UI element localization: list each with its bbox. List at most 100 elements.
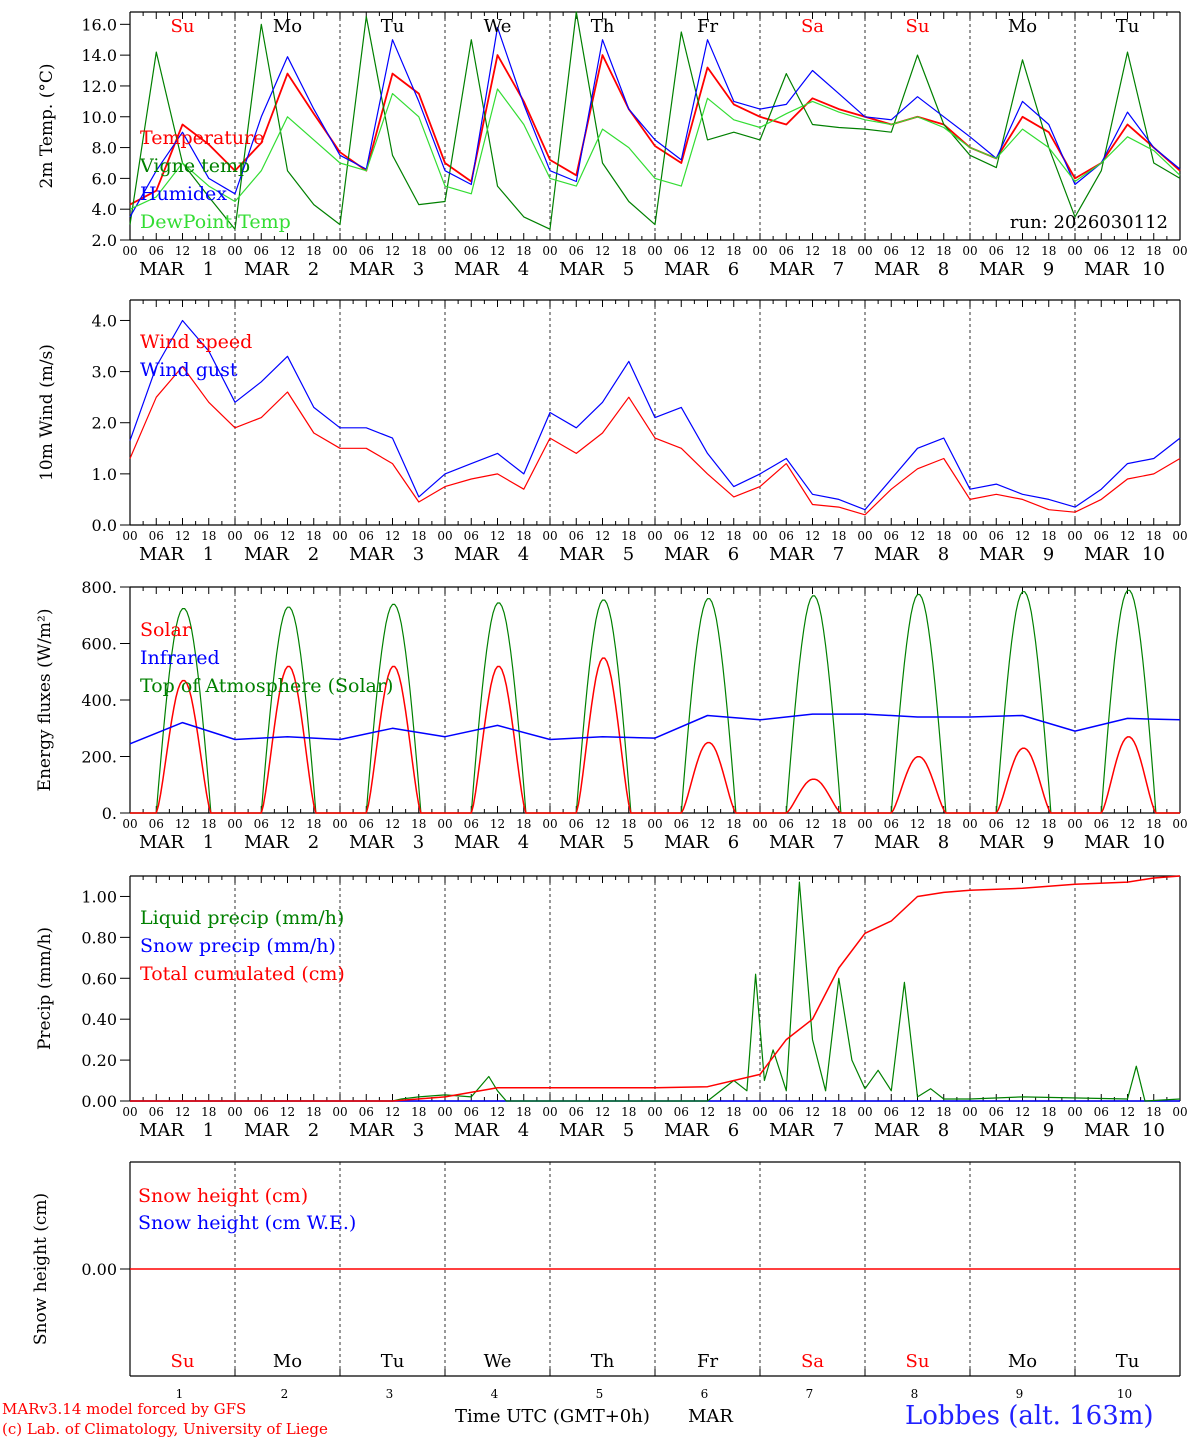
x-hour-tick-label: 18 xyxy=(1041,529,1056,543)
x-hour-tick-label: 00 xyxy=(647,1105,662,1119)
x-month-label: MAR xyxy=(664,544,709,565)
x-hour-tick-label: 18 xyxy=(201,244,216,258)
x-hour-tick-label: 06 xyxy=(779,1105,794,1119)
x-hour-tick-label: 18 xyxy=(936,1105,951,1119)
x-hour-tick-label: 12 xyxy=(175,817,190,831)
y-tick-label: 0. xyxy=(102,804,117,823)
x-hour-tick-label: 00 xyxy=(332,1105,347,1119)
y-axis-label: Energy fluxes (W/m²) xyxy=(35,609,55,792)
x-hour-tick-label: 06 xyxy=(149,817,164,831)
y-tick-label: 14.0 xyxy=(81,46,117,65)
x-month-label: MAR xyxy=(979,259,1024,280)
toa-solar-line xyxy=(970,591,1075,814)
legend-entry: Wind speed xyxy=(140,331,252,353)
x-hour-tick-label: 12 xyxy=(385,244,400,258)
y-tick-label: 8.0 xyxy=(92,139,117,158)
weekday-label: Su xyxy=(906,1351,930,1372)
x-hour-tick-label: 12 xyxy=(490,529,505,543)
x-hour-tick-label: 06 xyxy=(464,244,479,258)
legend-entry: Snow height (cm) xyxy=(138,1185,308,1207)
x-hour-tick-label: 00 xyxy=(437,244,452,258)
x-hour-tick-label: 06 xyxy=(779,529,794,543)
x-hour-tick-label: 18 xyxy=(516,244,531,258)
y-tick-label: 0.00 xyxy=(81,1092,117,1111)
x-hour-tick-label: 00 xyxy=(227,244,242,258)
x-day-label: 1 xyxy=(203,259,214,280)
x-hour-tick-label: 00 xyxy=(122,529,137,543)
x-hour-tick-label: 06 xyxy=(254,529,269,543)
x-hour-tick-label: 06 xyxy=(149,244,164,258)
x-hour-tick-label: 00 xyxy=(752,1105,767,1119)
x-day-label: 10 xyxy=(1142,832,1165,853)
x-hour-tick-label: 12 xyxy=(175,1105,190,1119)
x-day-label: 5 xyxy=(623,832,634,853)
x-hour-tick-label: 12 xyxy=(490,1105,505,1119)
x-hour-tick-label: 18 xyxy=(831,1105,846,1119)
x-hour-tick-label: 12 xyxy=(805,817,820,831)
x-month-label: MAR xyxy=(1084,259,1129,280)
x-month-label: MAR xyxy=(979,832,1024,853)
x-day-label: 7 xyxy=(833,544,844,565)
x-hour-tick-label: 18 xyxy=(1146,244,1161,258)
legend-entry: Vigne temp xyxy=(139,155,250,177)
x-hour-tick-label: 06 xyxy=(254,244,269,258)
x-hour-tick-label: 12 xyxy=(1120,529,1135,543)
x-day-label: 7 xyxy=(833,832,844,853)
x-day-label: 9 xyxy=(1043,544,1054,565)
x-hour-tick-label: 18 xyxy=(621,529,636,543)
weekday-label: Tu xyxy=(1116,16,1140,37)
x-hour-tick-label: 18 xyxy=(621,244,636,258)
x-hour-tick-label: 00 xyxy=(962,244,977,258)
station-name: Lobbes (alt. 163m) xyxy=(905,1401,1154,1431)
x-day-label: 5 xyxy=(623,544,634,565)
x-day-label: 3 xyxy=(413,1120,424,1141)
legend-entry: Infrared xyxy=(140,647,220,669)
x-hour-tick-label: 06 xyxy=(464,1105,479,1119)
x-hour-tick-label: 12 xyxy=(595,817,610,831)
infrared-line xyxy=(129,713,1181,745)
x-day-label: 9 xyxy=(1043,832,1054,853)
y-tick-label: 12.0 xyxy=(81,77,117,96)
x-hour-tick-label: 00 xyxy=(122,244,137,258)
x-month-label: MAR xyxy=(874,1120,919,1141)
weekday-label: Mo xyxy=(1008,16,1037,37)
x-hour-tick-label: 18 xyxy=(306,529,321,543)
legend-entry: Snow precip (mm/h) xyxy=(140,935,336,957)
y-tick-label: 16.0 xyxy=(81,15,117,34)
weekday-label: Fr xyxy=(697,1351,718,1372)
x-hour-tick-label: 06 xyxy=(569,817,584,831)
y-tick-label: 3.0 xyxy=(92,363,117,382)
toa-solar-line xyxy=(235,606,340,814)
x-day-label: 3 xyxy=(413,259,424,280)
x-hour-tick-label: 06 xyxy=(1094,1105,1109,1119)
x-hour-tick-label: 18 xyxy=(516,1105,531,1119)
x-month-label: MAR xyxy=(454,832,499,853)
x-hour-tick-label: 12 xyxy=(910,1105,925,1119)
x-hour-tick-label: 18 xyxy=(1146,1105,1161,1119)
x-hour-tick-label: 00 xyxy=(542,817,557,831)
x-hour-tick-label: 06 xyxy=(464,817,479,831)
cumulated-precip-line xyxy=(130,875,1181,1102)
x-hour-tick-label: 00 xyxy=(332,529,347,543)
y-tick-label: 0.00 xyxy=(81,1260,117,1279)
y-axis-label: 2m Temp. (°C) xyxy=(37,63,57,188)
x-hour-tick-label: 12 xyxy=(805,244,820,258)
legend-entry: Total cumulated (cm) xyxy=(140,963,345,985)
x-day-label: 5 xyxy=(596,1387,604,1401)
x-hour-tick-label: 06 xyxy=(989,817,1004,831)
y-tick-label: 0.20 xyxy=(81,1051,117,1070)
liquid-precip-line xyxy=(130,881,1181,1102)
weekday-label: Mo xyxy=(1008,1351,1037,1372)
x-axis-title: Time UTC (GMT+0h) xyxy=(455,1406,650,1427)
legend-entry: Liquid precip (mm/h) xyxy=(140,907,344,929)
x-hour-tick-label: 12 xyxy=(280,1105,295,1119)
y-tick-label: 0.80 xyxy=(81,928,117,947)
x-month-label: MAR xyxy=(1084,832,1129,853)
x-hour-tick-label: 18 xyxy=(306,1105,321,1119)
x-hour-tick-label: 18 xyxy=(1041,1105,1056,1119)
x-month-label: MAR xyxy=(139,544,184,565)
x-hour-tick-label: 12 xyxy=(175,244,190,258)
x-hour-tick-label: 12 xyxy=(490,244,505,258)
x-hour-tick-label: 00 xyxy=(227,529,242,543)
